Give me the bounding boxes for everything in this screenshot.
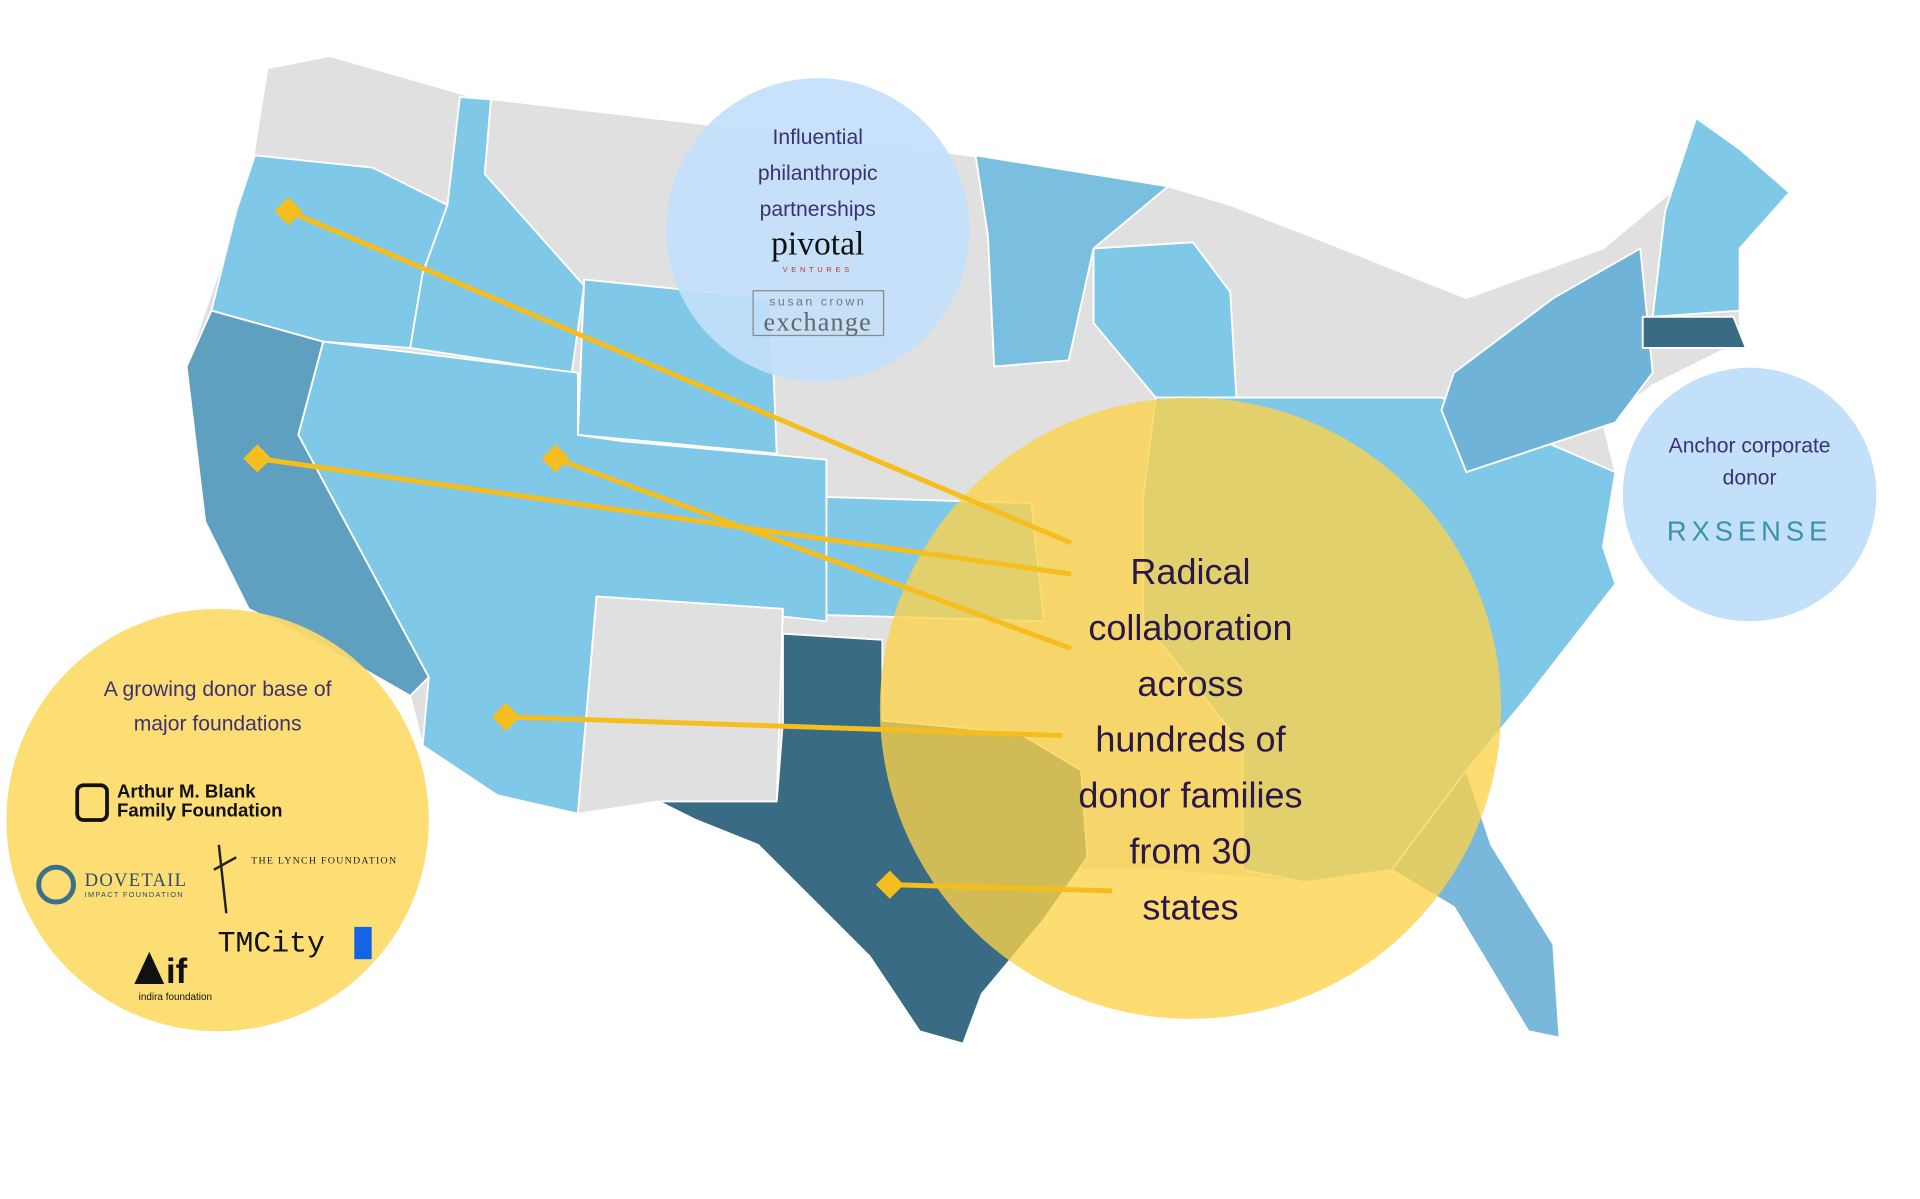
logo-icon [134, 951, 165, 985]
logo-exchange: exchange [764, 308, 872, 337]
heading: partnerships [760, 198, 876, 221]
connector [889, 882, 1113, 894]
main-circle [879, 397, 1502, 1019]
heading: A growing donor base of [104, 678, 332, 701]
connector [257, 456, 1072, 577]
main-text: states [1142, 886, 1238, 927]
state-new-york [1440, 247, 1654, 474]
logo-dovetail-sub: IMPACT FOUNDATION [85, 890, 184, 899]
logo-icon [36, 864, 76, 905]
main-text: collaboration [1088, 607, 1292, 648]
foundations-circle [6, 608, 429, 1032]
heading: major foundations [134, 713, 302, 736]
heading: Anchor corporate [1669, 434, 1831, 457]
logo-pivotal-sub: VENTURES [783, 265, 853, 274]
main-text: Radical [1130, 551, 1250, 592]
state-massachusetts [1641, 315, 1747, 349]
logo-lynch: THE LYNCH FOUNDATION [251, 856, 397, 867]
main-text: from 30 [1129, 831, 1251, 872]
partnerships-circle [666, 78, 970, 382]
logo-icon [354, 926, 372, 960]
logo-blank: Arthur M. Blank [117, 781, 256, 802]
marker [875, 870, 904, 899]
connector [554, 456, 1073, 651]
connector-lines [257, 208, 1113, 894]
logo-frame [752, 290, 885, 337]
state-minnesota [974, 154, 1170, 368]
logo-tmcity: TMCity [218, 927, 325, 961]
main-text: donor families [1078, 775, 1302, 816]
main-text: across [1137, 663, 1243, 704]
logo-indira: if [166, 953, 188, 991]
logo-rxsense: RXSENSE [1667, 515, 1832, 546]
logo-indira-sub: indira foundation [139, 992, 212, 1003]
state-new-england [1651, 117, 1791, 318]
logo-blank: Family Foundation [117, 799, 283, 820]
connector [505, 714, 1063, 739]
main-text: hundreds of [1095, 719, 1286, 760]
connector [287, 208, 1073, 546]
logo-icon [75, 783, 109, 822]
corporate-circle [1622, 367, 1877, 622]
heading: donor [1723, 467, 1777, 490]
logo-icon [213, 844, 237, 914]
logo-susan-crown: susan crown [769, 295, 866, 309]
marker [491, 702, 520, 731]
state-new-mexico [577, 595, 784, 815]
logo-pivotal: pivotal [771, 226, 864, 263]
heading: Influential [773, 126, 863, 149]
heading: philanthropic [758, 162, 878, 185]
logo-dovetail: DOVETAIL [85, 870, 188, 891]
